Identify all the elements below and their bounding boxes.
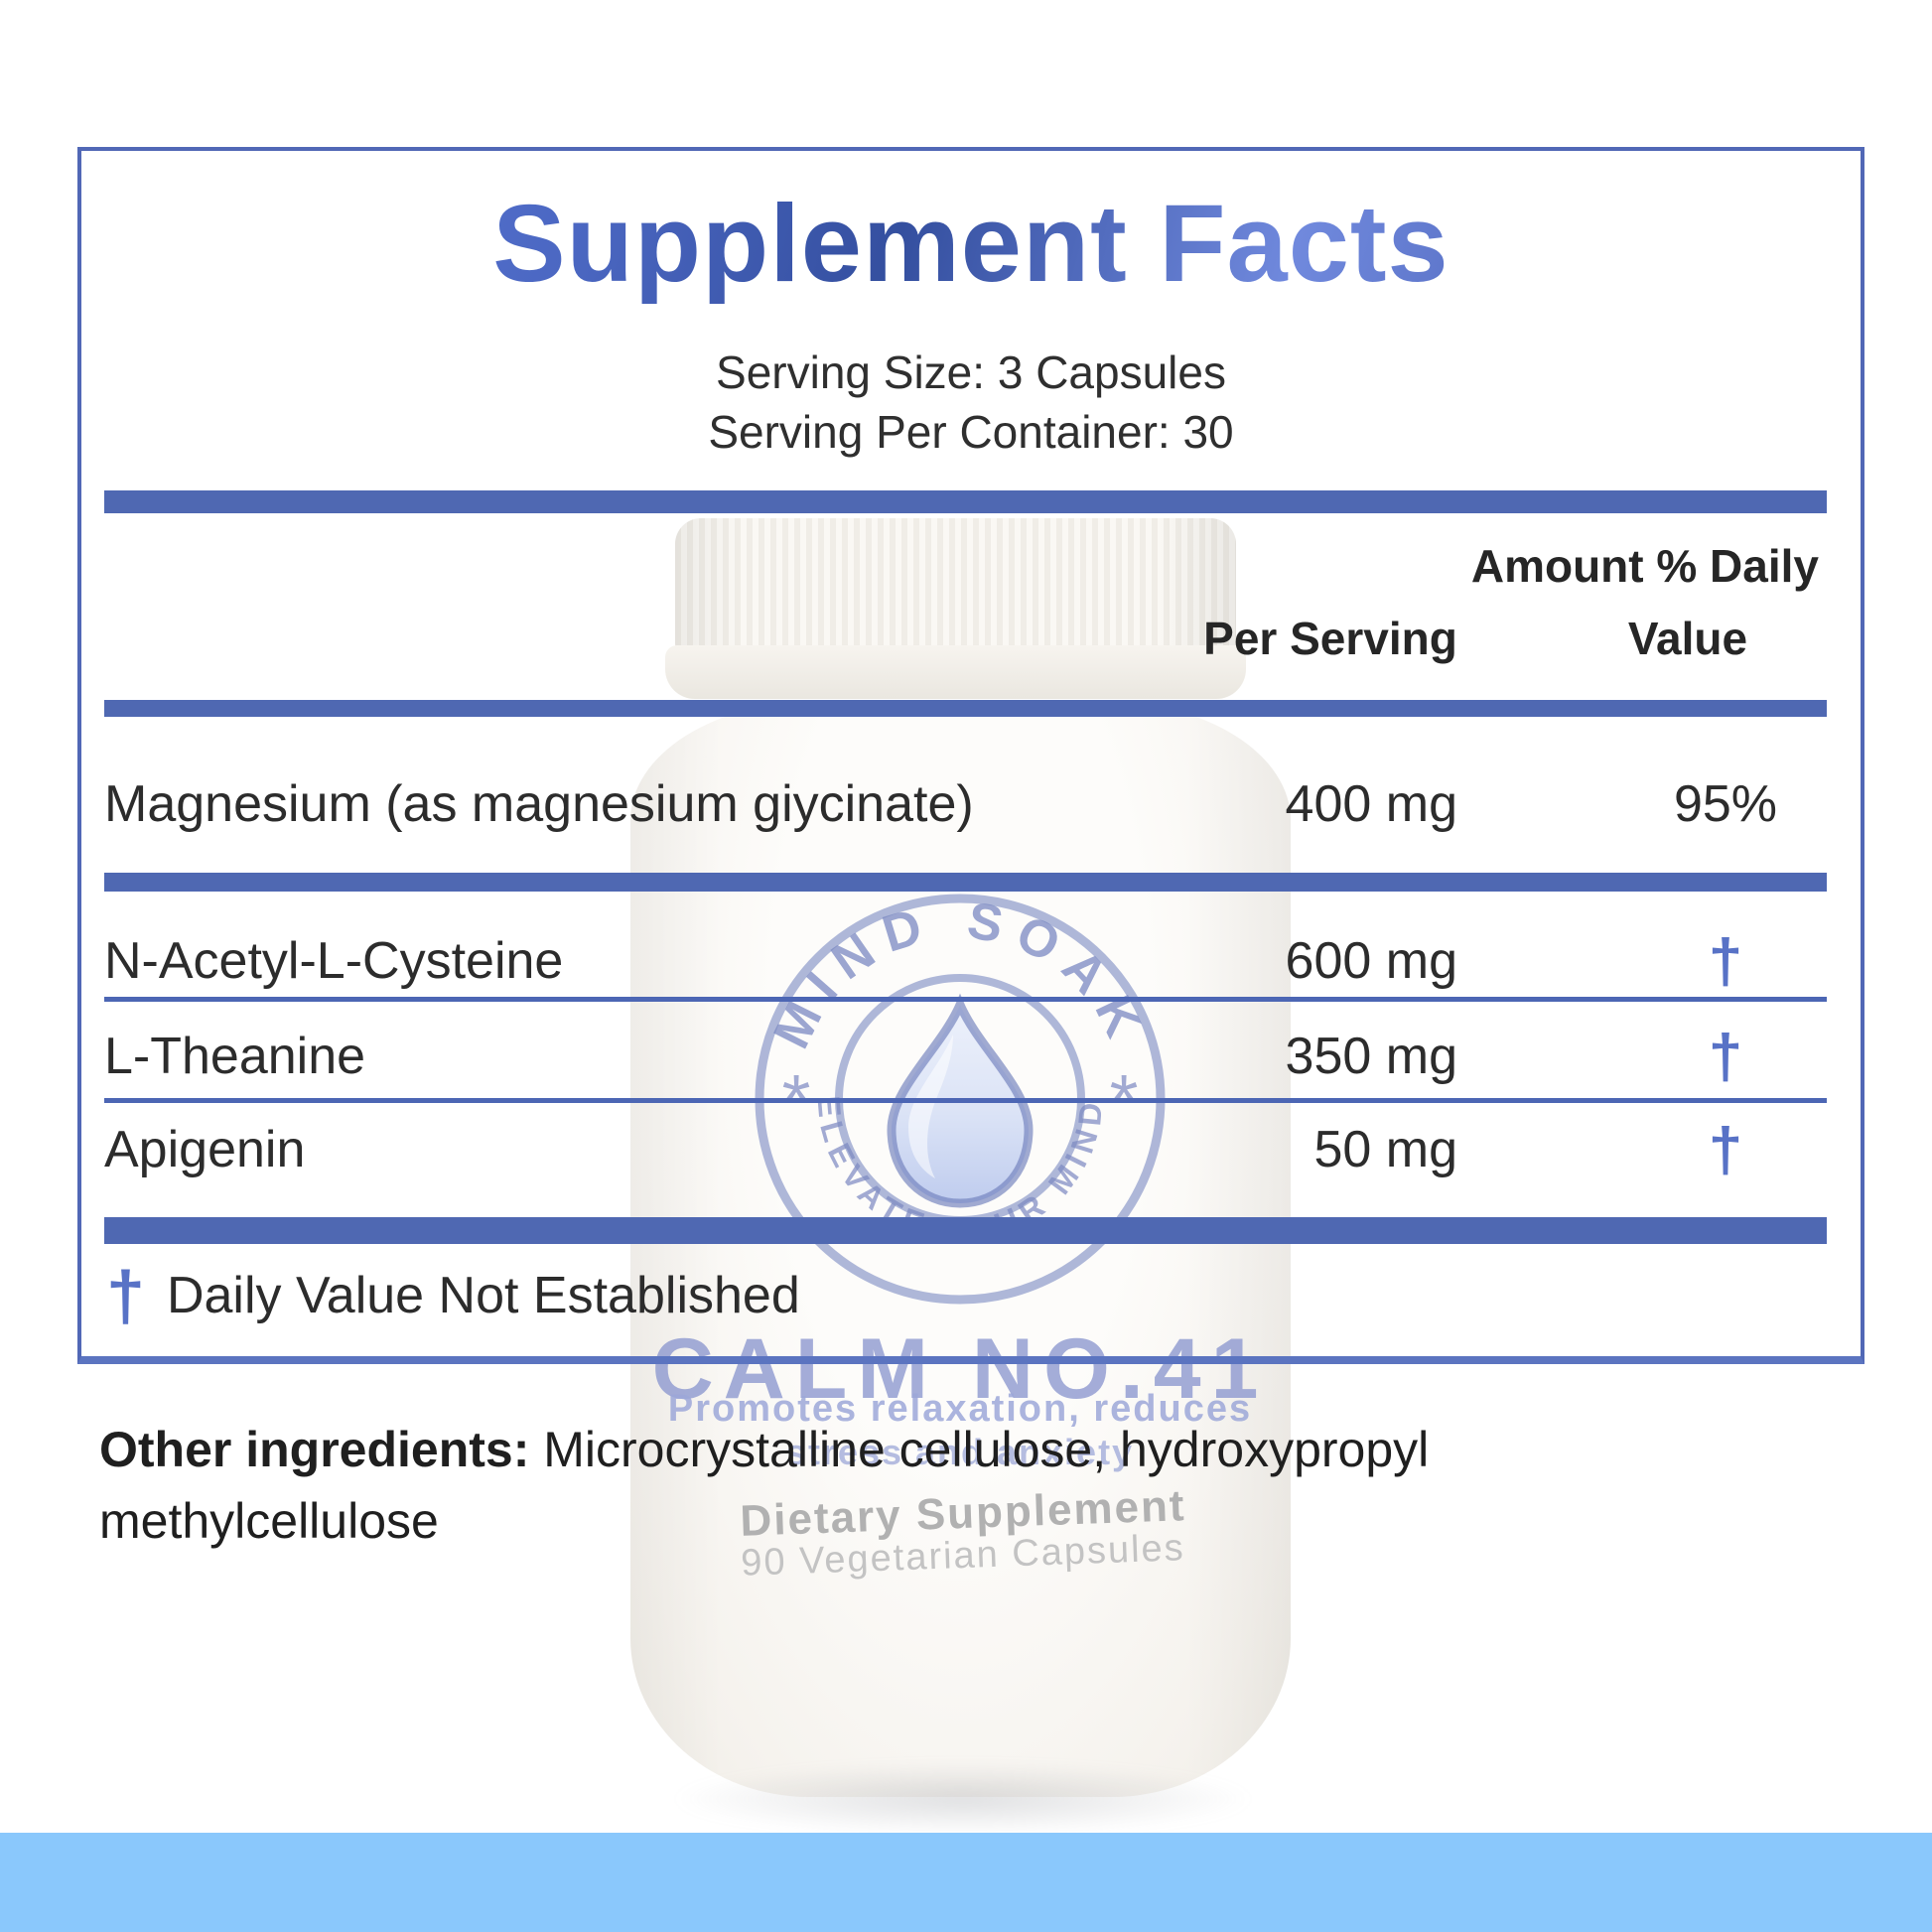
table-row: Apigenin 50 mg †	[104, 1120, 1861, 1189]
ingredient-name: L-Theanine	[104, 1028, 366, 1085]
header-value: Value	[1627, 613, 1748, 664]
table-row: Magnesium (as magnesium giycinate) 400 m…	[104, 774, 1861, 844]
ingredient-amount: 50 mg	[1313, 1121, 1457, 1178]
row-separator	[104, 1098, 1827, 1103]
serving-size-line: Serving Size: 3 Capsules	[716, 346, 1226, 398]
dagger-icon: †	[1708, 1023, 1743, 1091]
ingredient-daily-value: 95%	[1673, 775, 1778, 833]
dagger-icon: †	[1708, 927, 1743, 996]
ghost-tagline-line1: Promotes relaxation, reduces	[667, 1388, 1253, 1430]
bottle-cap	[675, 518, 1236, 653]
table-row: N-Acetyl-L-Cysteine 600 mg †	[104, 931, 1861, 1001]
bottle-cap-lip	[665, 645, 1246, 699]
divider-bar-top	[104, 490, 1827, 513]
dagger-icon: †	[106, 1257, 145, 1334]
ingredient-name: N-Acetyl-L-Cysteine	[104, 932, 564, 990]
footnote: † Daily Value Not Established	[106, 1261, 800, 1330]
header-per-serving: Per Serving	[1203, 613, 1457, 664]
other-ingredients-line2: methylcellulose	[99, 1493, 439, 1549]
divider-bar-magnesium	[104, 873, 1827, 892]
row-separator	[104, 997, 1827, 1002]
ghost-product-name: CALM NO.41	[651, 1321, 1269, 1417]
ingredient-name: Apigenin	[104, 1121, 306, 1178]
ingredient-name: Magnesium (as magnesium giycinate)	[104, 775, 974, 833]
ingredient-amount: 400 mg	[1285, 775, 1457, 833]
supplement-facts-panel: Supplement Facts Serving Size: 3 Capsule…	[77, 147, 1864, 1364]
water-drop-highlight	[908, 1035, 953, 1178]
bottle-shadow	[576, 1751, 1350, 1847]
footnote-text: Daily Value Not Established	[166, 1267, 800, 1324]
other-ingredients: Other ingredients: Microcrystalline cell…	[99, 1414, 1489, 1557]
ingredient-amount: 600 mg	[1285, 932, 1457, 990]
panel-title: Supplement Facts	[81, 181, 1861, 307]
divider-bar-header	[104, 700, 1827, 717]
header-amount-daily: Amount % Daily	[1470, 540, 1819, 592]
divider-bar-bottom	[104, 1217, 1827, 1244]
ingredient-amount: 350 mg	[1285, 1028, 1457, 1085]
servings-per-container-line: Serving Per Container: 30	[708, 406, 1234, 458]
table-row: L-Theanine 350 mg †	[104, 1027, 1861, 1096]
other-ingredients-label: Other ingredients:	[99, 1422, 530, 1477]
other-ingredients-line1: Microcrystalline cellulose, hydroxypropy…	[529, 1422, 1430, 1477]
ghost-tagline-line2: stress and anxiety	[785, 1432, 1135, 1472]
dagger-icon: †	[1708, 1116, 1743, 1184]
bottom-accent-band	[0, 1833, 1932, 1932]
